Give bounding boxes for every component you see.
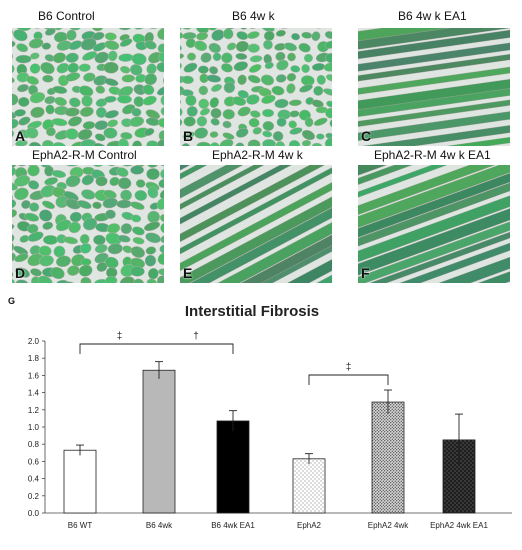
panel-d-title: EphA2-R-M Control <box>32 148 137 162</box>
y-tick-label: 1.4 <box>28 389 40 398</box>
panel-f-letter: F <box>361 265 370 281</box>
panel-e-title: EphA2-R-M 4w k <box>212 148 303 162</box>
panel-a-letter: A <box>15 128 26 144</box>
bar <box>216 420 250 514</box>
y-tick-label: 0.0 <box>28 509 40 518</box>
bar <box>142 369 176 514</box>
y-tick-label: 1.2 <box>28 406 40 415</box>
panel-e-letter: E <box>183 265 193 281</box>
significance-marker: ‡ <box>346 362 352 373</box>
significance-marker: † <box>193 331 199 342</box>
micrograph-panel-f: F <box>358 165 510 283</box>
y-tick-label: 0.8 <box>28 440 40 449</box>
figure-label: G <box>8 296 16 306</box>
micrograph-panel-d: D <box>12 165 164 283</box>
y-tick-label: 1.8 <box>28 354 40 363</box>
x-tick-label: EphA2 <box>297 521 322 530</box>
panel-b-title: B6 4w k <box>232 9 275 23</box>
bar <box>292 458 326 514</box>
significance-bracket <box>79 343 234 354</box>
micrograph-panel-a: A <box>12 28 164 146</box>
x-tick-label: EphA2 4wk <box>368 521 409 530</box>
chart-title: Interstitial Fibrosis <box>185 303 319 320</box>
y-tick-label: 2.0 <box>28 337 40 346</box>
x-tick-label: B6 4wk <box>146 521 173 530</box>
bar <box>63 449 97 514</box>
panel-f-title: EphA2-R-M 4w k EA1 <box>374 148 491 162</box>
significance-bracket <box>308 374 389 385</box>
panel-d-letter: D <box>15 265 26 281</box>
panel-a-title: B6 Control <box>38 9 95 23</box>
micrograph-panel-e: E <box>180 165 332 283</box>
x-tick-label: EphA2 4wk EA1 <box>430 521 488 530</box>
x-tick-label: B6 4wk EA1 <box>211 521 255 530</box>
significance-marker: ‡ <box>117 331 123 342</box>
y-tick-label: 1.0 <box>28 423 40 432</box>
panel-c-title: B6 4w k EA1 <box>398 9 467 23</box>
panel-b-letter: B <box>183 128 194 144</box>
y-tick-label: 0.4 <box>28 475 40 484</box>
micrograph-panel-c: C <box>358 28 510 146</box>
bar <box>371 401 405 514</box>
x-tick-label: B6 WT <box>68 521 93 530</box>
y-tick-label: 0.6 <box>28 457 40 466</box>
bar-chart: Interstitial Fibrosis 0.0 0.2 0.4 0.6 0.8 1.0… <box>28 303 512 530</box>
y-tick-label: 1.6 <box>28 371 40 380</box>
panel-c-letter: C <box>361 128 372 144</box>
y-tick-label: 0.2 <box>28 492 40 501</box>
micrograph-panel-b: B <box>180 28 332 146</box>
